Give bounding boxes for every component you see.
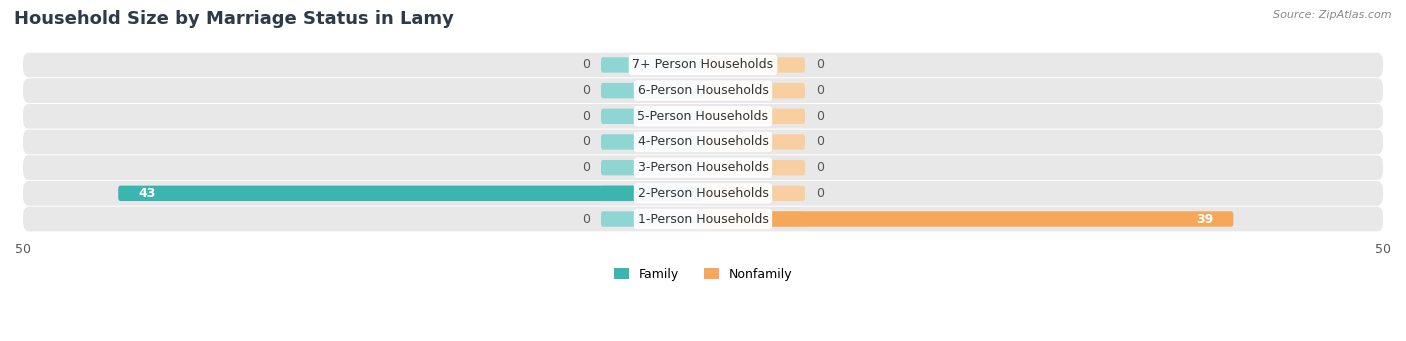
FancyBboxPatch shape [600, 211, 703, 227]
FancyBboxPatch shape [600, 134, 703, 150]
FancyBboxPatch shape [703, 134, 806, 150]
Text: 0: 0 [815, 84, 824, 97]
Text: 2-Person Households: 2-Person Households [637, 187, 769, 200]
Text: 0: 0 [815, 135, 824, 148]
Legend: Family, Nonfamily: Family, Nonfamily [609, 263, 797, 286]
Text: 0: 0 [815, 110, 824, 123]
Text: Household Size by Marriage Status in Lamy: Household Size by Marriage Status in Lam… [14, 10, 454, 28]
Text: 0: 0 [582, 58, 591, 72]
FancyBboxPatch shape [600, 186, 703, 201]
FancyBboxPatch shape [600, 108, 703, 124]
Text: 3-Person Households: 3-Person Households [637, 161, 769, 174]
Text: 0: 0 [815, 58, 824, 72]
FancyBboxPatch shape [22, 104, 1384, 129]
Text: 0: 0 [582, 135, 591, 148]
FancyBboxPatch shape [22, 207, 1384, 231]
Text: 5-Person Households: 5-Person Households [637, 110, 769, 123]
FancyBboxPatch shape [703, 160, 806, 175]
FancyBboxPatch shape [703, 186, 806, 201]
FancyBboxPatch shape [600, 160, 703, 175]
Text: 0: 0 [582, 84, 591, 97]
FancyBboxPatch shape [600, 57, 703, 73]
FancyBboxPatch shape [703, 211, 806, 227]
FancyBboxPatch shape [703, 108, 806, 124]
Text: 0: 0 [582, 161, 591, 174]
Text: 4-Person Households: 4-Person Households [637, 135, 769, 148]
FancyBboxPatch shape [22, 155, 1384, 180]
Text: 0: 0 [815, 187, 824, 200]
FancyBboxPatch shape [22, 78, 1384, 103]
FancyBboxPatch shape [703, 211, 1233, 227]
FancyBboxPatch shape [22, 53, 1384, 77]
Text: Source: ZipAtlas.com: Source: ZipAtlas.com [1274, 10, 1392, 20]
Text: 0: 0 [582, 212, 591, 225]
FancyBboxPatch shape [703, 83, 806, 98]
Text: 43: 43 [139, 187, 156, 200]
Text: 1-Person Households: 1-Person Households [637, 212, 769, 225]
FancyBboxPatch shape [22, 181, 1384, 206]
FancyBboxPatch shape [600, 83, 703, 98]
FancyBboxPatch shape [118, 186, 703, 201]
FancyBboxPatch shape [703, 57, 806, 73]
Text: 7+ Person Households: 7+ Person Households [633, 58, 773, 72]
Text: 0: 0 [815, 161, 824, 174]
Text: 0: 0 [582, 110, 591, 123]
Text: 39: 39 [1195, 212, 1213, 225]
Text: 6-Person Households: 6-Person Households [637, 84, 769, 97]
FancyBboxPatch shape [22, 130, 1384, 154]
